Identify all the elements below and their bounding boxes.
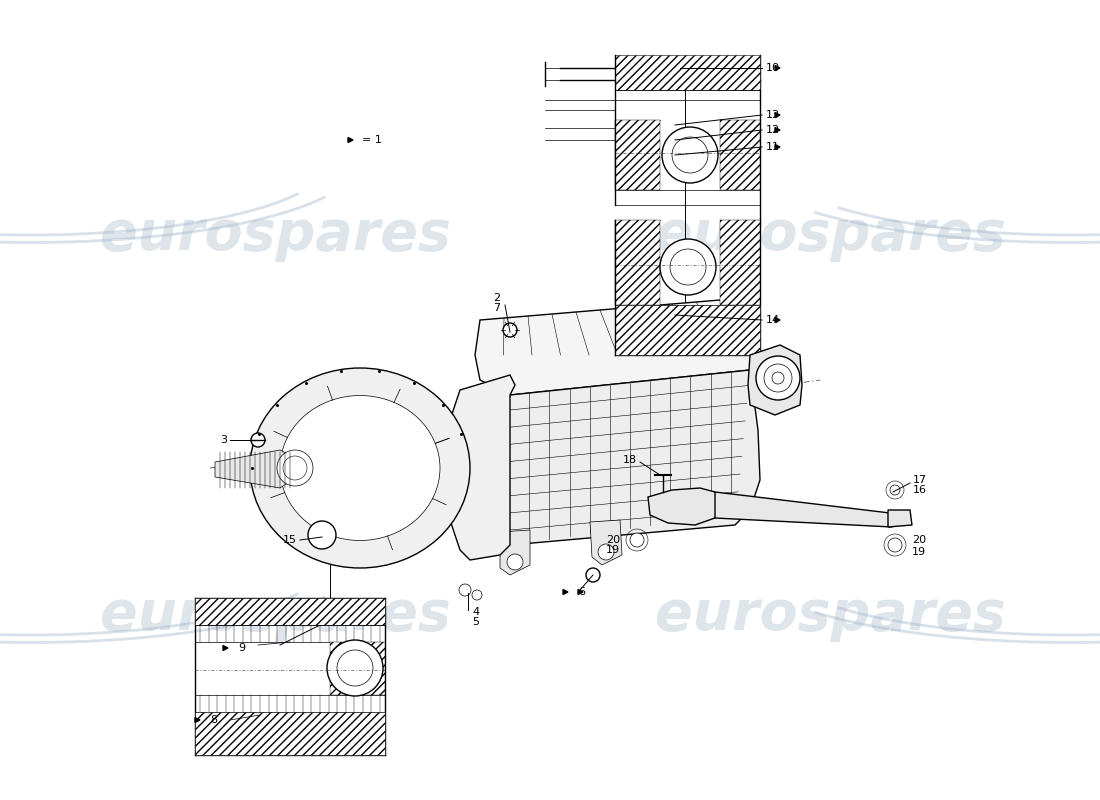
Text: 11: 11	[766, 142, 780, 152]
Polygon shape	[195, 718, 200, 722]
Circle shape	[598, 544, 614, 560]
Circle shape	[888, 538, 902, 552]
Text: eurospares: eurospares	[654, 588, 1005, 642]
Circle shape	[251, 433, 265, 447]
Circle shape	[660, 239, 716, 295]
Text: 15: 15	[283, 535, 297, 545]
Text: 20: 20	[606, 535, 620, 545]
Polygon shape	[500, 530, 530, 575]
Text: 19: 19	[912, 547, 926, 557]
Polygon shape	[590, 520, 621, 565]
Polygon shape	[578, 590, 583, 594]
Polygon shape	[223, 646, 228, 650]
Circle shape	[503, 323, 517, 337]
Text: 16: 16	[913, 485, 927, 495]
Polygon shape	[615, 305, 760, 355]
Polygon shape	[776, 66, 780, 70]
Text: 10: 10	[766, 63, 780, 73]
Polygon shape	[563, 590, 568, 594]
Text: 9: 9	[238, 643, 245, 653]
Text: 4: 4	[472, 607, 480, 617]
Text: = 1: = 1	[362, 135, 382, 145]
Polygon shape	[195, 598, 385, 625]
Circle shape	[630, 533, 644, 547]
Polygon shape	[450, 375, 515, 560]
Circle shape	[308, 521, 336, 549]
Circle shape	[277, 450, 313, 486]
Polygon shape	[214, 450, 295, 488]
Polygon shape	[195, 712, 385, 755]
Circle shape	[327, 640, 383, 696]
Polygon shape	[748, 345, 802, 415]
Ellipse shape	[280, 395, 440, 541]
Polygon shape	[776, 318, 780, 322]
Polygon shape	[615, 220, 660, 305]
Circle shape	[662, 127, 718, 183]
Text: 20: 20	[912, 535, 926, 545]
Polygon shape	[776, 145, 780, 150]
Text: 13: 13	[766, 110, 780, 120]
Circle shape	[507, 554, 522, 570]
Text: 5: 5	[472, 617, 478, 627]
Polygon shape	[500, 370, 760, 545]
Circle shape	[772, 372, 784, 384]
Text: eurospares: eurospares	[100, 588, 450, 642]
Text: 12: 12	[766, 125, 780, 135]
Polygon shape	[776, 127, 780, 133]
Text: 7: 7	[493, 303, 500, 313]
Circle shape	[756, 356, 800, 400]
Polygon shape	[720, 120, 760, 190]
Text: 17: 17	[913, 475, 927, 485]
Circle shape	[472, 590, 482, 600]
Polygon shape	[715, 492, 892, 527]
Text: 18: 18	[623, 455, 637, 465]
Polygon shape	[648, 488, 722, 525]
Text: 19: 19	[606, 545, 620, 555]
Text: 3: 3	[220, 435, 227, 445]
Circle shape	[890, 485, 900, 495]
Text: 14: 14	[766, 315, 780, 325]
Text: 8: 8	[210, 715, 217, 725]
Polygon shape	[776, 113, 780, 118]
Circle shape	[459, 584, 471, 596]
Polygon shape	[888, 510, 912, 527]
Polygon shape	[720, 220, 760, 305]
Text: 6: 6	[578, 587, 585, 597]
Circle shape	[586, 568, 600, 582]
Polygon shape	[348, 138, 353, 142]
Text: eurospares: eurospares	[654, 208, 1005, 262]
Polygon shape	[615, 120, 660, 190]
Polygon shape	[475, 300, 760, 395]
Text: eurospares: eurospares	[100, 208, 450, 262]
Ellipse shape	[250, 368, 470, 568]
Text: 2: 2	[493, 293, 500, 303]
Polygon shape	[615, 55, 760, 90]
Polygon shape	[330, 642, 385, 695]
